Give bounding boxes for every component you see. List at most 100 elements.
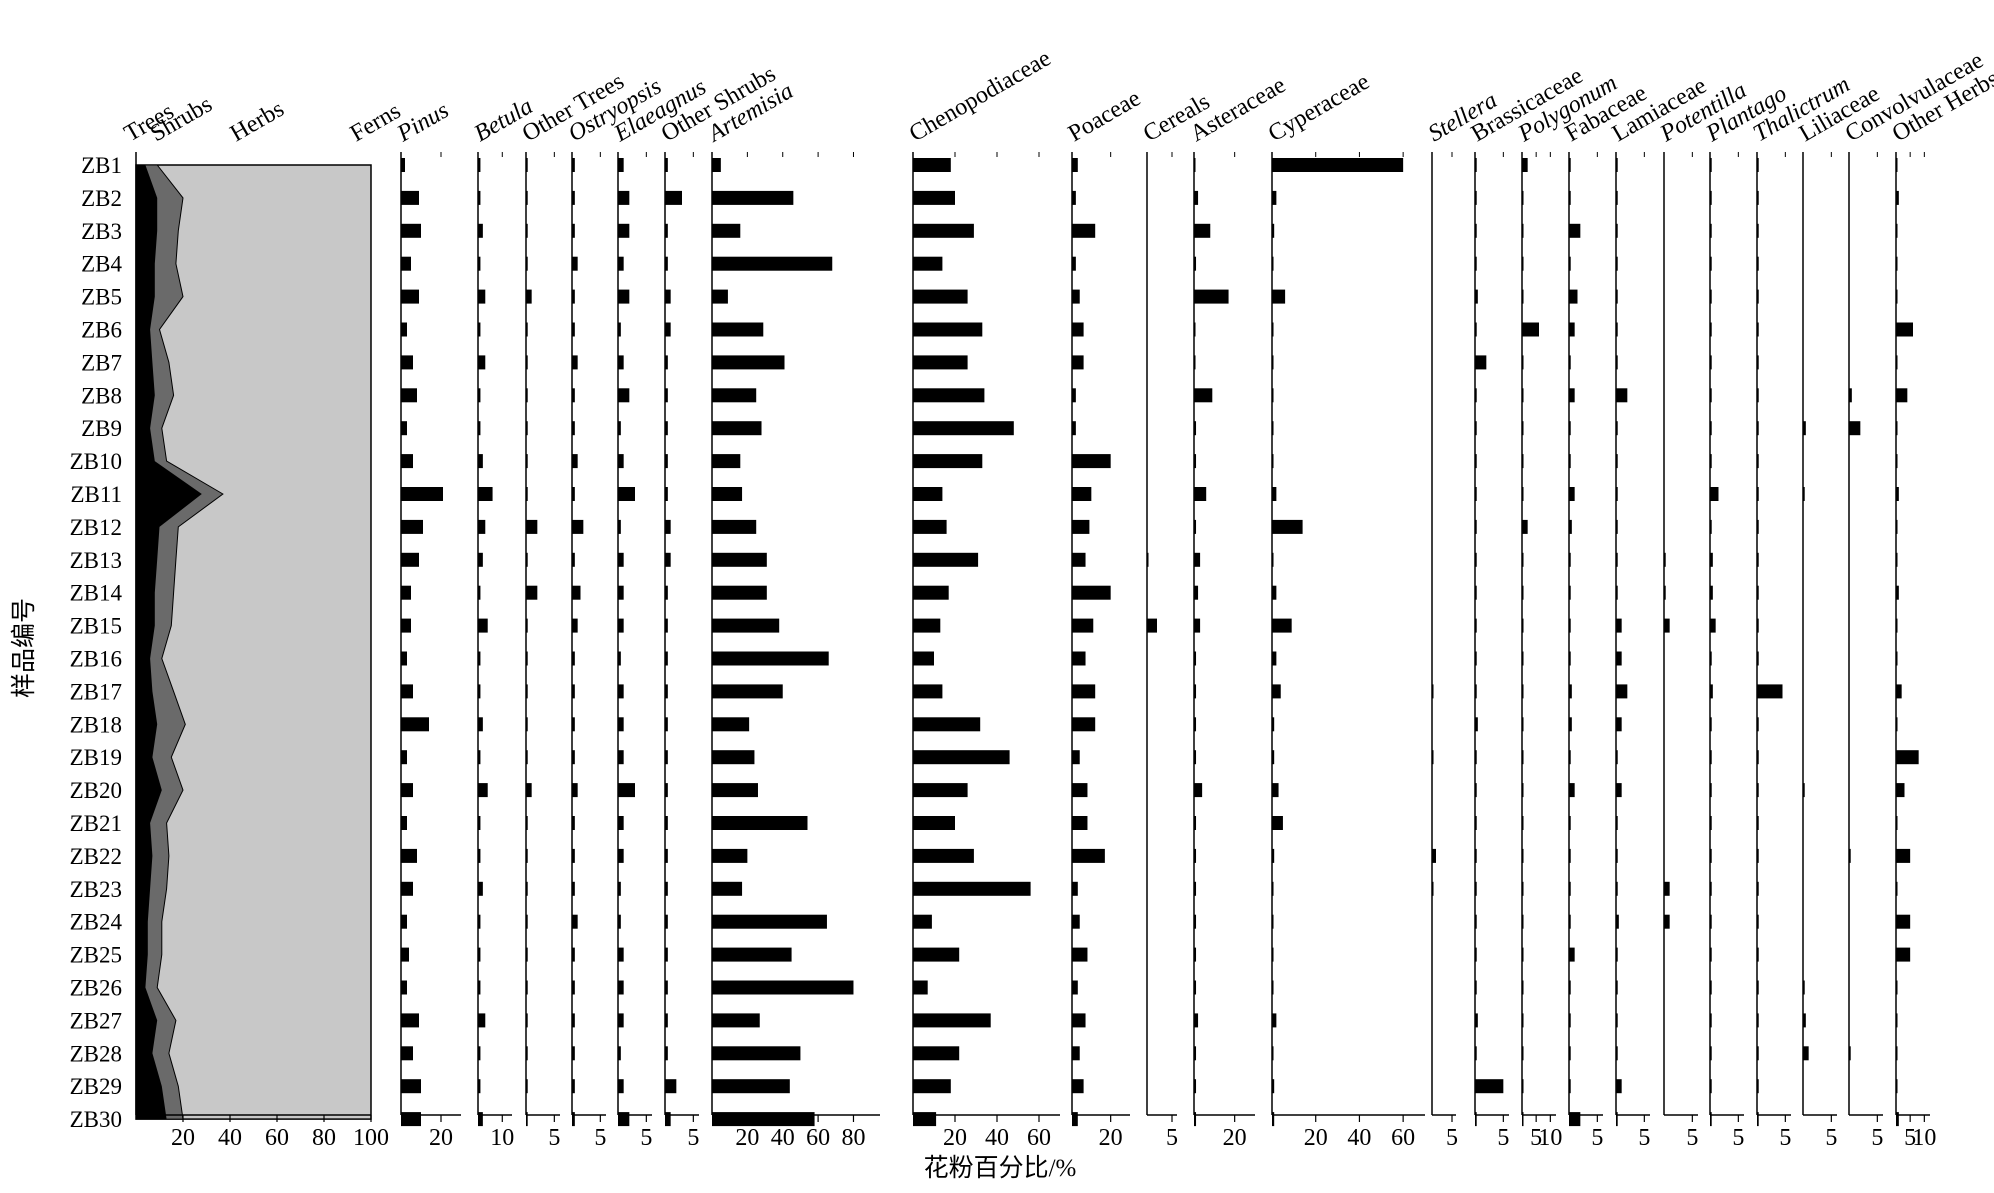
panel-tick-label: 5 (1638, 1125, 1650, 1151)
bar-other-trees-zb25 (526, 947, 528, 962)
bar-brassicaceae-zb28 (1475, 1046, 1477, 1061)
y-axis-title: 样品编号 (10, 598, 38, 698)
bar-cyperaceae-zb20 (1272, 783, 1279, 798)
bar-betula-zb20 (478, 783, 488, 798)
panel-tick-label: 20 (1099, 1125, 1123, 1151)
bar-betula-zb18 (478, 717, 483, 732)
bar-artemisia-zb2 (712, 190, 794, 205)
bar-artemisia-zb15 (712, 618, 780, 633)
bar-betula-zb6 (478, 322, 481, 337)
bar-chenopodiaceae-zb11 (913, 487, 943, 501)
bar-other-shrubs-zb23 (665, 881, 668, 896)
sample-label-ZB29: ZB29 (70, 1074, 122, 1099)
bar-brassicaceae-zb26 (1475, 980, 1477, 995)
bar-betula-zb25 (478, 947, 481, 962)
bar-other-herbs-zb19 (1896, 750, 1919, 765)
panel-label-pinus: Pinus (392, 97, 453, 147)
bar-thalictrum-zb15 (1757, 618, 1759, 633)
bar-chenopodiaceae-zb25 (913, 947, 960, 962)
bar-poaceae-zb20 (1072, 783, 1088, 798)
bar-polygonum-zb25 (1522, 947, 1524, 962)
bar-fabaceae-zb18 (1569, 717, 1572, 732)
bar-artemisia-zb7 (712, 355, 785, 370)
bar-thalictrum-zb22 (1757, 848, 1759, 863)
bar-artemisia-zb30 (712, 1112, 815, 1127)
x-axis-title: 花粉百分比/% (924, 1154, 1077, 1182)
bar-brassicaceae-zb21 (1475, 816, 1477, 830)
bar-thalictrum-zb17 (1757, 684, 1783, 699)
bar-other-herbs-zb2 (1896, 190, 1899, 205)
bar-chenopodiaceae-zb14 (913, 585, 949, 600)
bar-polygonum-zb4 (1522, 256, 1524, 271)
bar-fabaceae-zb8 (1569, 388, 1575, 403)
bar-polygonum-zb26 (1522, 980, 1524, 995)
bar-other-shrubs-zb10 (665, 454, 668, 469)
bar-plantago-zb16 (1710, 651, 1712, 666)
bar-brassicaceae-zb24 (1475, 914, 1477, 929)
bar-thalictrum-zb30 (1757, 1112, 1759, 1127)
bar-other-herbs-zb8 (1896, 388, 1908, 403)
shrubs-area (135, 164, 224, 1120)
sample-label-ZB26: ZB26 (70, 976, 122, 1001)
sample-label-ZB7: ZB7 (81, 350, 122, 375)
bar-thalictrum-zb24 (1757, 914, 1759, 929)
bar-lamiaceae-zb30 (1616, 1112, 1618, 1127)
bar-thalictrum-zb6 (1757, 322, 1759, 337)
bar-other-shrubs-zb3 (665, 223, 668, 238)
bar-pinus-zb6 (401, 322, 407, 337)
bar-poaceae-zb21 (1072, 816, 1088, 830)
bar-polygonum-zb24 (1522, 914, 1524, 929)
bar-plantago-zb19 (1710, 750, 1712, 765)
bar-cyperaceae-zb30 (1272, 1112, 1275, 1127)
bar-brassicaceae-zb30 (1475, 1112, 1477, 1127)
bar-cyperaceae-zb18 (1272, 717, 1275, 732)
bar-other-trees-zb8 (526, 388, 528, 403)
bar-cyperaceae-zb7 (1272, 355, 1274, 370)
bar-convolvulaceae-zb9 (1849, 421, 1861, 436)
bar-fabaceae-zb23 (1569, 881, 1571, 896)
bar-ostryopsis-zb1 (572, 158, 575, 172)
bar-chenopodiaceae-zb15 (913, 618, 941, 633)
bar-lamiaceae-zb28 (1616, 1046, 1618, 1061)
panel-pinus: 20 Pinus (392, 97, 461, 1151)
bar-polygonum-zb19 (1522, 750, 1524, 765)
bar-plantago-zb6 (1710, 322, 1712, 337)
bar-artemisia-zb19 (712, 750, 755, 765)
sample-label-ZB11: ZB11 (70, 482, 122, 507)
bar-artemisia-zb6 (712, 322, 764, 337)
bar-artemisia-zb10 (712, 454, 741, 469)
bar-elaeagnus-zb22 (618, 848, 624, 863)
bar-pinus-zb19 (401, 750, 407, 765)
sample-label-ZB30: ZB30 (70, 1107, 122, 1132)
sample-label-ZB20: ZB20 (70, 778, 122, 803)
bar-ostryopsis-zb28 (572, 1046, 575, 1061)
bar-polygonum-zb14 (1522, 585, 1524, 600)
bar-other-trees-zb28 (526, 1046, 528, 1061)
trees-area (136, 165, 202, 1120)
bar-poaceae-zb8 (1072, 388, 1076, 403)
summary-tick-label: 80 (312, 1125, 336, 1151)
bar-betula-zb27 (478, 1013, 486, 1028)
bar-plantago-zb21 (1710, 816, 1712, 830)
bar-other-shrubs-zb25 (665, 947, 668, 962)
bar-elaeagnus-zb26 (618, 980, 624, 995)
bar-elaeagnus-zb13 (618, 552, 624, 567)
bar-polygonum-zb30 (1522, 1112, 1524, 1127)
bar-elaeagnus-zb5 (618, 289, 630, 304)
bar-betula-zb1 (478, 158, 481, 172)
bar-polygonum-zb1 (1522, 158, 1528, 172)
bar-cyperaceae-zb19 (1272, 750, 1275, 765)
bar-pinus-zb10 (401, 454, 413, 469)
bar-pinus-zb11 (401, 487, 443, 501)
bar-elaeagnus-zb19 (618, 750, 624, 765)
bar-pinus-zb18 (401, 717, 429, 732)
bar-cyperaceae-zb4 (1272, 256, 1274, 271)
bar-chenopodiaceae-zb3 (913, 223, 974, 238)
panel-tick-label: 40 (985, 1125, 1009, 1151)
summary-tick-label: 40 (218, 1125, 242, 1151)
bar-other-shrubs-zb14 (665, 585, 668, 600)
bar-elaeagnus-zb8 (618, 388, 630, 403)
sample-label-ZB17: ZB17 (70, 679, 122, 704)
bar-fabaceae-zb24 (1569, 914, 1571, 929)
sample-label-ZB27: ZB27 (70, 1008, 122, 1033)
